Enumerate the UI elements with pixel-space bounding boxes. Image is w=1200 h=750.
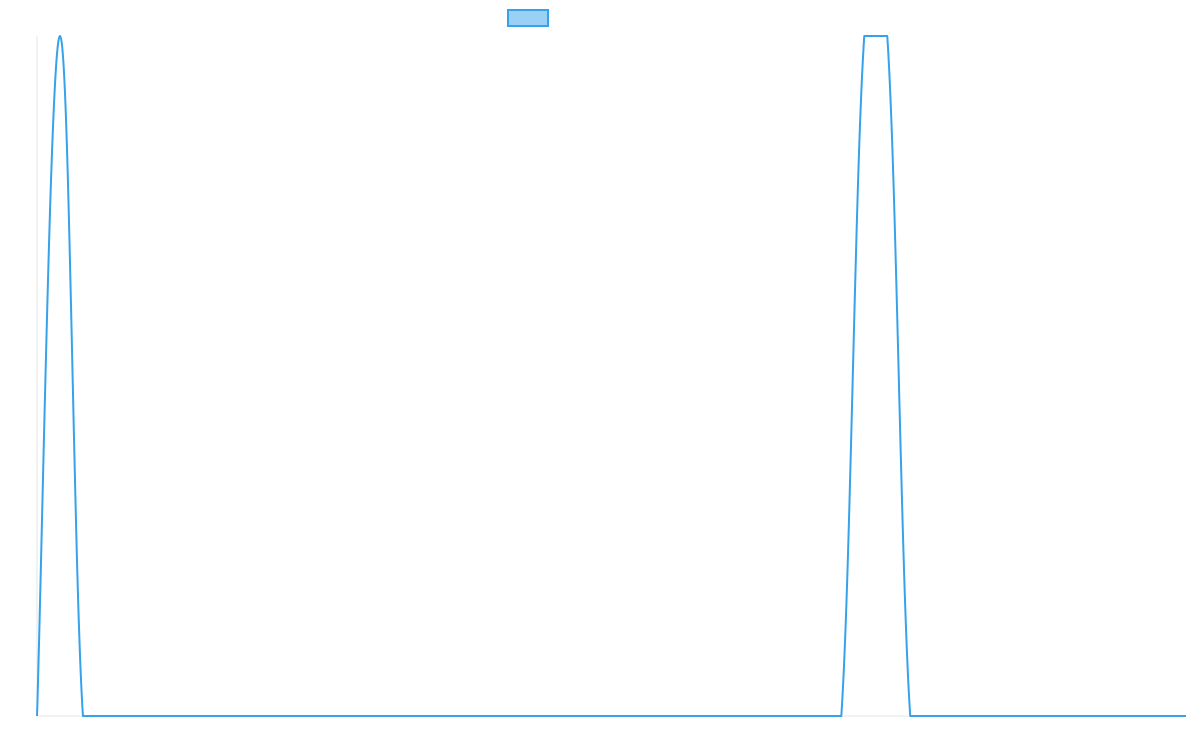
axes bbox=[36, 36, 1186, 717]
series-layer bbox=[36, 35, 1186, 717]
legend-swatch[interactable] bbox=[507, 9, 549, 27]
series-line-0 bbox=[36, 35, 1186, 717]
legend[interactable] bbox=[507, 9, 549, 27]
